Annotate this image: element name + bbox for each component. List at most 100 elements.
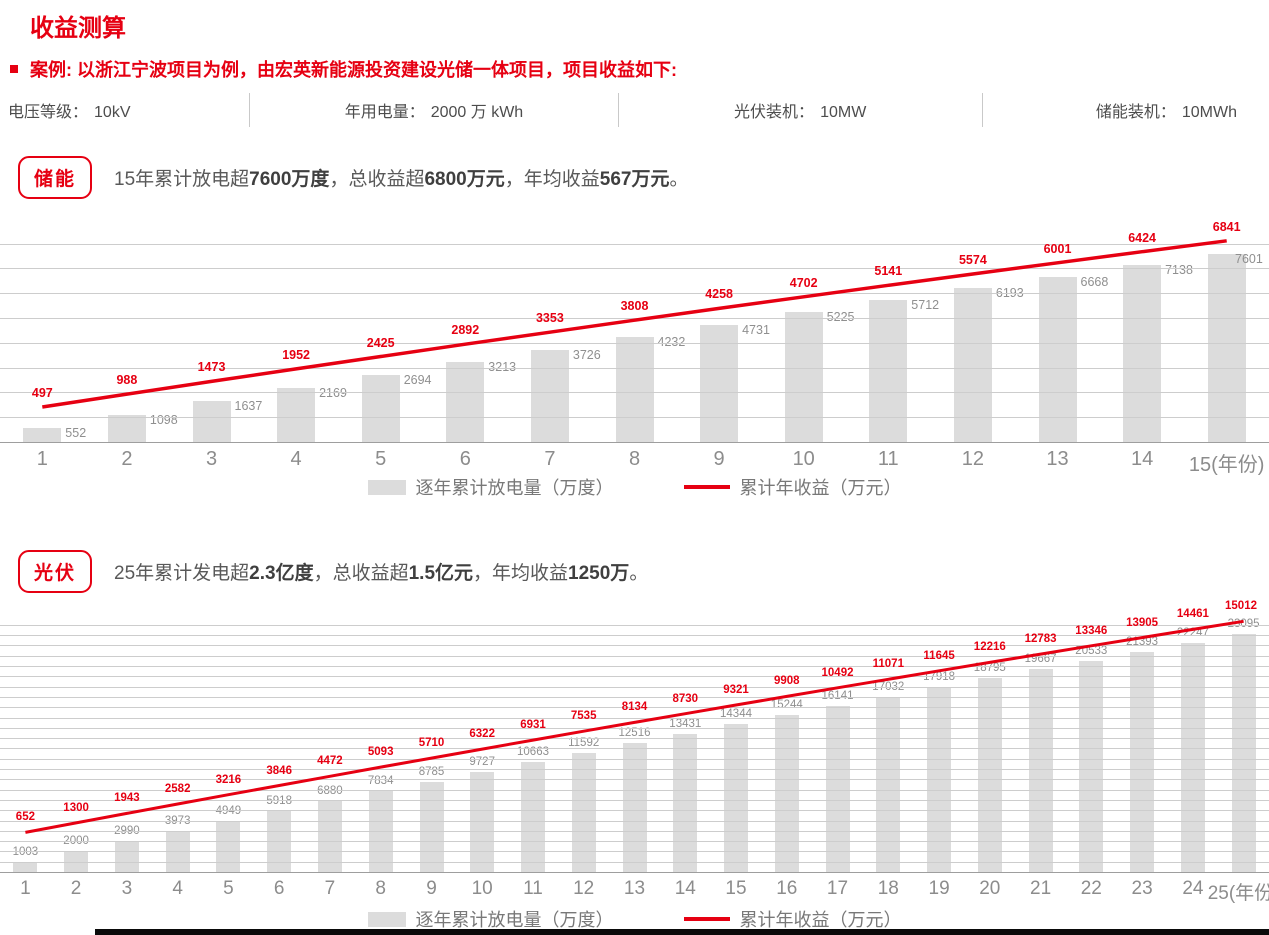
info-value: 2000 万 kWh [430,104,524,121]
x-tick-label: 3 [205,448,218,470]
line-value-label: 13346 [1075,624,1108,637]
line-value-label: 2582 [164,783,191,795]
x-tick-label: 9 [426,878,437,899]
bar-year-6 [446,362,485,442]
vertical-divider [981,93,983,127]
x-tick-label: 12 [961,448,985,470]
bar-year-8 [615,337,654,442]
line-value-label: 5574 [958,253,987,267]
x-tick-label: 14 [674,878,696,899]
bar-year-9 [700,324,739,442]
summary-segment-bold: 2.3亿度 [249,563,314,584]
info-pv-capacity: 光伏装机： 10MW [619,98,982,122]
line-value-label: 3846 [266,764,292,777]
summary-segment-bold: 6800万元 [424,169,505,190]
line-value-label: 4702 [789,275,818,290]
bar-year-2 [107,414,146,442]
storage-chart: 5521109821637321694269453213637267423284… [0,218,1269,476]
line-value-label: 9321 [723,684,749,696]
line-value-label: 13905 [1126,616,1159,629]
line-value-label: 1300 [63,801,89,814]
bar-value-label: 5712 [911,298,940,313]
line-value-label: 3216 [215,773,242,786]
info-label: 电压等级： [8,104,89,121]
bar-year-16 [774,715,799,872]
bullet-square-icon [10,65,18,73]
bar-year-18 [876,696,901,872]
revenue-line [42,239,1227,409]
line-value-label: 4258 [705,287,733,302]
gridline [0,820,1269,822]
bar-year-11 [521,762,545,872]
bar-value-label: 11592 [568,736,600,749]
bar-year-5 [216,821,241,872]
x-tick-label: 1 [20,878,31,899]
gridline [0,655,1269,657]
bar-value-label: 6668 [1080,274,1109,289]
line-value-label: 1473 [197,360,226,375]
gridline [0,738,1269,740]
gridline [0,810,1269,812]
storage-section-header: 储能 15年累计放电超7600万度，总收益超6800万元，年均收益567万元。 [18,156,688,199]
x-tick-label: 23 [1131,878,1153,899]
line-value-label: 2892 [451,323,480,338]
x-tick-label: 5 [375,448,387,470]
x-tick-label: 7 [324,878,336,899]
revenue-polyline [25,619,1244,834]
bar-year-15(年份) [1207,253,1246,442]
line-value-label: 14461 [1176,608,1209,621]
line-value-label: 7535 [570,710,597,723]
bar-value-label: 14344 [720,708,752,721]
summary-segment: 。 [629,563,649,584]
bar-value-label: 8785 [418,765,445,778]
x-tick-label: 16 [776,878,798,899]
bar-year-12 [953,288,992,442]
bar-value-label: 3213 [488,360,517,375]
x-tick-label: 2 [70,878,82,899]
x-tick-label: 8 [375,878,386,899]
x-tick-label: 6 [273,878,285,899]
gridline [0,676,1269,678]
bar-year-22 [1079,660,1104,872]
gridline [0,645,1269,647]
x-tick-label: 4 [290,448,302,470]
x-tick-label: 4 [172,878,183,899]
gridline [0,342,1269,344]
info-label: 储能装机： [1095,104,1176,121]
bar-value-label: 4731 [742,322,770,337]
x-tick-label: 12 [573,878,595,899]
gridline [0,293,1269,295]
summary-segment: 25年累计发电超 [114,563,250,584]
bar-value-label: 1098 [149,412,178,427]
bar-year-7 [530,349,569,442]
storage-badge: 储能 [18,156,93,199]
legend-label: 累计年收益（万元） [739,910,902,930]
x-tick-label: 9 [713,448,725,470]
bar-value-label: 13431 [669,717,702,730]
storage-chart-legend: 逐年累计放电量（万度） 累计年收益（万元） [0,474,1269,500]
bar-swatch-icon [367,911,406,927]
summary-segment: ，总收益超 [313,563,409,584]
gridline [0,779,1269,781]
line-value-label: 6001 [1043,241,1072,256]
gridline [0,748,1269,750]
x-tick-label: 2 [121,448,133,470]
bar-year-10 [470,771,495,872]
x-axis-line [0,442,1269,443]
x-tick-label: 17 [826,878,849,899]
line-swatch-icon [683,917,730,921]
bar-year-20 [977,678,1002,872]
x-tick-label: 11 [877,448,899,470]
line-value-label: 11071 [872,658,904,671]
bar-swatch-icon [367,479,406,495]
revenue-polyline [42,239,1227,409]
case-line: 案例: 以浙江宁波项目为例，由宏英新能源投资建设光储一体项目，项目收益如下: [10,56,677,82]
line-value-label: 652 [15,811,35,824]
bar-value-label: 3726 [572,347,601,362]
bar-value-label: 7601 [1235,251,1263,266]
revenue-line [25,619,1244,834]
line-value-label: 8134 [621,701,648,714]
gridline [0,367,1269,369]
info-storage-capacity: 储能装机： 10MWh [983,98,1269,122]
line-value-label: 988 [116,373,138,388]
